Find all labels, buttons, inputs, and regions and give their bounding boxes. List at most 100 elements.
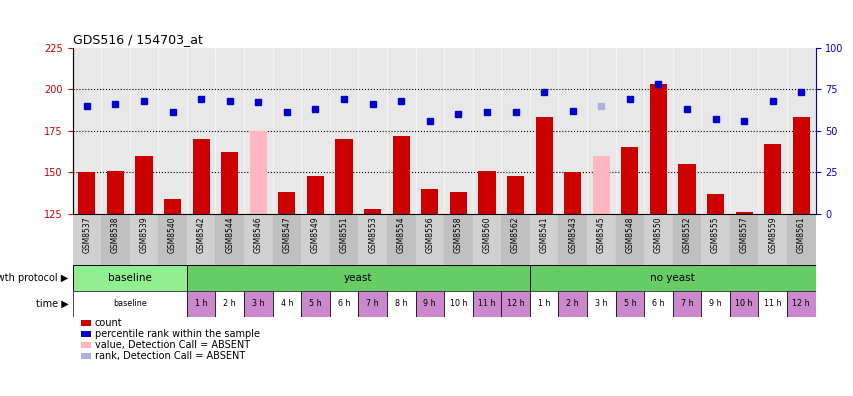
Bar	[278, 192, 295, 214]
Bar	[592, 156, 609, 214]
Bar	[73, 291, 187, 317]
Text: GSM8550: GSM8550	[653, 216, 662, 253]
Bar	[164, 199, 181, 214]
Text: GSM8562: GSM8562	[510, 216, 519, 253]
Text: GSM8546: GSM8546	[253, 216, 263, 253]
Bar	[643, 291, 672, 317]
Text: 3 h: 3 h	[252, 299, 264, 308]
Text: baseline: baseline	[107, 273, 152, 283]
Bar	[450, 192, 467, 214]
Text: GSM8554: GSM8554	[397, 216, 405, 253]
Bar	[187, 265, 529, 291]
Text: 7 h: 7 h	[366, 299, 379, 308]
Bar	[700, 214, 729, 265]
Text: 10 h: 10 h	[734, 299, 752, 308]
Bar	[786, 291, 815, 317]
Text: 7 h: 7 h	[680, 299, 693, 308]
Bar	[215, 291, 244, 317]
Text: yeast: yeast	[344, 273, 372, 283]
Bar	[363, 209, 380, 214]
Bar	[535, 117, 552, 214]
Text: 8 h: 8 h	[394, 299, 407, 308]
Bar	[215, 214, 244, 265]
Bar	[101, 214, 130, 265]
Text: 4 h: 4 h	[281, 299, 293, 308]
Text: GSM8542: GSM8542	[196, 216, 206, 253]
Text: 3 h: 3 h	[595, 299, 606, 308]
Bar	[244, 291, 272, 317]
Bar	[615, 214, 643, 265]
Text: GSM8558: GSM8558	[453, 216, 462, 253]
Text: GSM8540: GSM8540	[168, 216, 177, 253]
Text: 12 h: 12 h	[792, 299, 809, 308]
Bar	[700, 291, 729, 317]
Bar	[501, 214, 529, 265]
Text: GSM8548: GSM8548	[624, 216, 634, 253]
Bar	[472, 214, 501, 265]
Bar	[564, 172, 581, 214]
Bar	[478, 171, 495, 214]
Text: GSM8543: GSM8543	[567, 216, 577, 253]
Bar	[187, 214, 215, 265]
Text: GSM8537: GSM8537	[82, 216, 91, 253]
Bar	[529, 291, 558, 317]
Text: 5 h: 5 h	[623, 299, 635, 308]
Bar	[792, 117, 809, 214]
Text: 10 h: 10 h	[449, 299, 467, 308]
Text: GSM8552: GSM8552	[682, 216, 691, 253]
Bar	[444, 291, 472, 317]
Text: 2 h: 2 h	[223, 299, 235, 308]
Bar	[329, 291, 358, 317]
Bar	[734, 212, 751, 214]
Bar	[501, 291, 529, 317]
Text: GSM8553: GSM8553	[368, 216, 377, 253]
Text: GSM8560: GSM8560	[482, 216, 490, 253]
Text: 6 h: 6 h	[652, 299, 664, 308]
Bar	[672, 291, 700, 317]
Text: 2 h: 2 h	[566, 299, 578, 308]
Text: 12 h: 12 h	[506, 299, 524, 308]
Bar	[386, 214, 415, 265]
Bar	[586, 214, 615, 265]
Bar	[272, 291, 301, 317]
Bar	[643, 214, 672, 265]
Bar	[558, 291, 586, 317]
Bar	[306, 175, 323, 214]
Text: GSM8544: GSM8544	[225, 216, 234, 253]
Bar	[757, 291, 786, 317]
Text: 1 h: 1 h	[194, 299, 207, 308]
Bar	[706, 194, 723, 214]
Bar	[786, 214, 815, 265]
Bar	[193, 139, 210, 214]
Text: GSM8561: GSM8561	[796, 216, 805, 253]
Text: GSM8538: GSM8538	[111, 216, 119, 253]
Text: 5 h: 5 h	[309, 299, 322, 308]
Text: GSM8551: GSM8551	[339, 216, 348, 253]
Bar	[130, 214, 158, 265]
Bar	[757, 214, 786, 265]
Text: count: count	[95, 318, 122, 328]
Text: value, Detection Call = ABSENT: value, Detection Call = ABSENT	[95, 340, 250, 350]
Bar	[729, 291, 757, 317]
Text: GSM8556: GSM8556	[425, 216, 434, 253]
Bar	[586, 291, 615, 317]
Bar	[472, 291, 501, 317]
Bar	[158, 214, 187, 265]
Text: 11 h: 11 h	[478, 299, 495, 308]
Text: GSM8545: GSM8545	[596, 216, 605, 253]
Bar	[301, 214, 329, 265]
Bar	[763, 144, 780, 214]
Text: 9 h: 9 h	[423, 299, 436, 308]
Bar	[558, 214, 586, 265]
Bar	[272, 214, 301, 265]
Bar	[335, 139, 352, 214]
Text: percentile rank within the sample: percentile rank within the sample	[95, 329, 259, 339]
Bar	[73, 265, 187, 291]
Bar	[78, 172, 96, 214]
Text: GSM8539: GSM8539	[139, 216, 148, 253]
Bar	[107, 171, 124, 214]
Bar	[244, 214, 272, 265]
Bar	[301, 291, 329, 317]
Text: GSM8557: GSM8557	[739, 216, 748, 253]
Bar	[649, 84, 666, 214]
